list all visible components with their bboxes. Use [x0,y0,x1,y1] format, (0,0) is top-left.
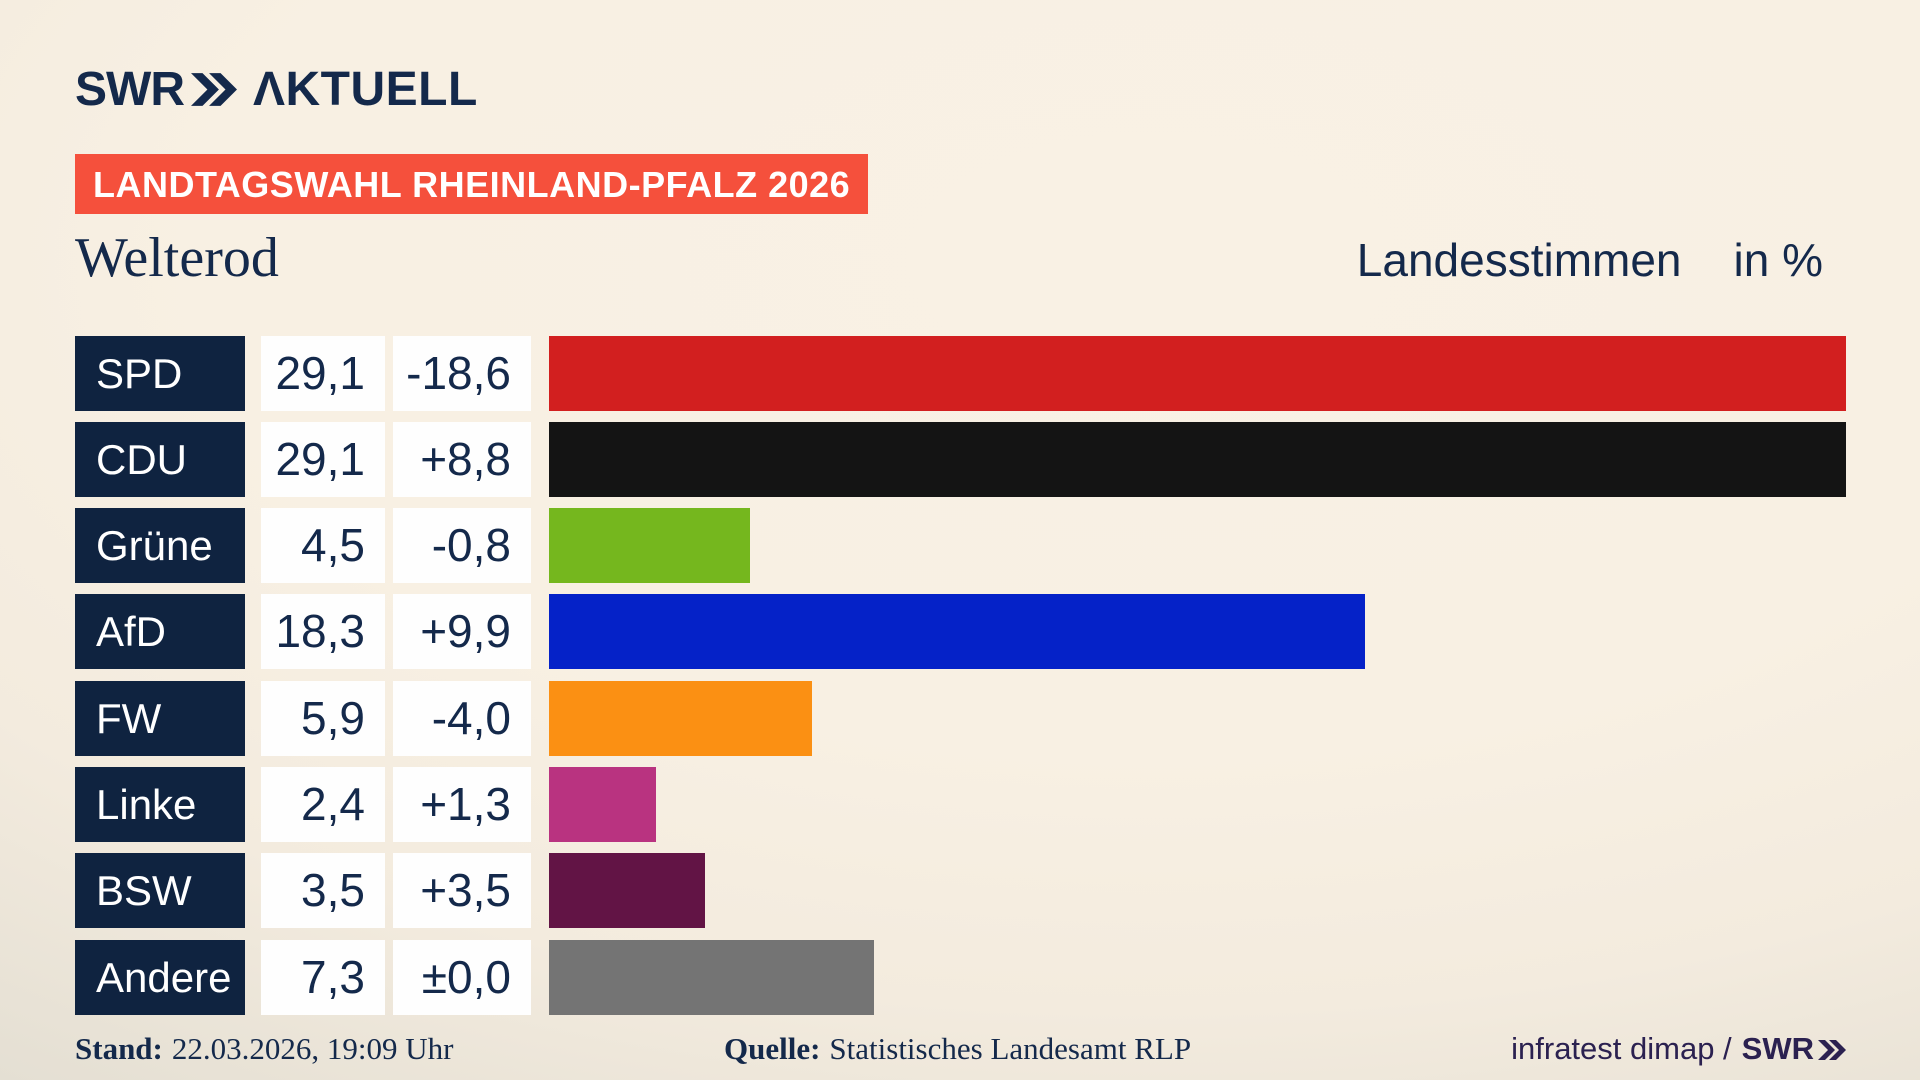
credit-info: infratest dimap / SWR [1511,1031,1846,1067]
party-row: Linke 2,4 +1,3 [0,767,1920,842]
party-bar [549,767,656,842]
party-change: +8,8 [420,432,511,485]
logo-swr-text: SWR [75,63,185,116]
party-value: 29,1 [275,346,365,399]
party-row: Andere 7,3 ±0,0 [0,939,1920,1015]
party-change-box: -18,6 [393,335,531,411]
vote-type-title: Landesstimmen in % [1357,233,1823,287]
party-change: -4,0 [431,691,511,744]
party-change-box: +3,5 [393,853,531,929]
party-name: CDU [96,435,187,483]
credit-swr-chevrons-icon [1818,1040,1846,1060]
party-name-box: Andere [75,939,245,1015]
party-name: BSW [96,867,192,915]
credit-text: infratest dimap / [1511,1031,1732,1066]
party-name-box: Linke [75,767,245,842]
party-change: +9,9 [420,605,511,658]
party-change-box: +9,9 [393,594,531,670]
source-label: Quelle: [724,1031,821,1066]
stand-value: 22.03.2026, 19:09 Uhr [171,1031,454,1066]
party-change: +1,3 [420,778,511,830]
party-change-box: -4,0 [393,680,531,756]
vote-type-label: Landesstimmen [1356,234,1682,286]
party-value-box: 29,1 [261,421,385,497]
party-change: -0,8 [431,519,511,572]
party-bar [549,508,750,584]
party-name: FW [96,694,162,742]
party-value: 3,5 [301,864,365,917]
party-row: SPD 29,1 -18,6 [0,335,1920,411]
party-row: FW 5,9 -4,0 [0,680,1920,756]
party-bar [549,939,874,1015]
party-change-box: ±0,0 [393,939,531,1015]
party-name: Andere [96,953,232,1001]
party-value-box: 3,5 [261,853,385,929]
election-banner: LANDTAGSWAHL RHEINLAND-PFALZ 2026 [75,154,869,214]
party-name-box: CDU [75,421,245,497]
party-value-box: 18,3 [261,594,385,670]
swr-aktuell-logo: SWR ΛKTUELL [75,66,478,114]
party-name-box: SPD [75,335,245,411]
party-value-box: 2,4 [261,767,385,842]
party-value-box: 5,9 [261,680,385,756]
party-value-box: 4,5 [261,508,385,584]
party-value-box: 7,3 [261,939,385,1015]
municipality-title: Welterod [75,227,279,289]
party-value: 4,5 [301,519,365,572]
stand-label: Stand: [75,1031,163,1066]
party-change: -18,6 [406,346,511,399]
logo-aktuell-text: ΛKTUELL [252,63,478,116]
unit-label: in % [1733,234,1823,286]
party-value: 5,9 [301,691,365,744]
party-change-box: -0,8 [393,508,531,584]
party-name-box: AfD [75,594,245,670]
party-value: 2,4 [301,778,365,830]
party-bar [549,421,1846,497]
party-value-box: 29,1 [261,335,385,411]
footer: Stand: 22.03.2026, 19:09 Uhr Quelle: Stati… [0,1031,1920,1071]
party-value: 18,3 [275,605,365,658]
stand-info: Stand: 22.03.2026, 19:09 Uhr [75,1031,453,1067]
source-value: Statistisches Landesamt RLP [829,1031,1192,1066]
credit-swr-logo: SWR [1742,1031,1846,1066]
party-change-box: +1,3 [393,767,531,842]
party-value: 7,3 [301,950,365,1003]
party-bar [549,853,705,929]
party-name-box: FW [75,680,245,756]
party-bar [549,335,1846,411]
party-name: AfD [96,608,167,656]
party-name: Linke [96,781,197,828]
party-value: 29,1 [275,432,365,485]
party-name-box: Grüne [75,508,245,584]
party-row: CDU 29,1 +8,8 [0,421,1920,497]
party-change: +3,5 [420,864,511,917]
party-name: Grüne [96,522,213,570]
party-row: BSW 3,5 +3,5 [0,853,1920,929]
party-name: SPD [96,349,183,397]
party-change-box: +8,8 [393,421,531,497]
party-name-box: BSW [75,853,245,929]
party-row: AfD 18,3 +9,9 [0,594,1920,670]
source-info: Quelle: Statistisches Landesamt RLP [724,1031,1191,1067]
swr-logo-chevrons-icon [190,73,237,106]
title-row: Welterod Landesstimmen in % [75,226,1823,290]
party-bar [549,680,812,756]
party-row: Grüne 4,5 -0,8 [0,508,1920,584]
credit-swr-text: SWR [1741,1031,1814,1066]
party-change: ±0,0 [421,950,511,1003]
party-bar [549,594,1365,670]
